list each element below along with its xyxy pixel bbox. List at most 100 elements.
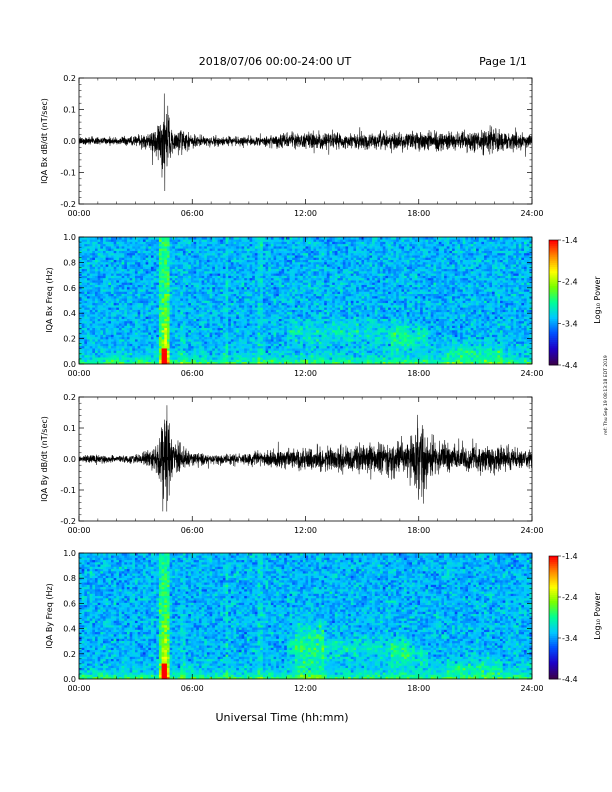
spectrogram-cell	[86, 252, 90, 256]
spectrogram-cell	[116, 298, 120, 301]
spectrogram-cell	[249, 345, 253, 349]
spectrogram-cell	[132, 307, 136, 310]
spectrogram-cell	[222, 295, 226, 299]
spectrogram-cell	[265, 343, 269, 347]
spectrogram-cell	[286, 291, 290, 294]
spectrogram-cell	[233, 250, 237, 254]
spectrogram-cell	[310, 359, 314, 363]
spectrogram-cell	[148, 275, 152, 279]
spectrogram-cell	[305, 309, 309, 313]
spectrogram-cell	[100, 343, 104, 347]
spectrogram-cell	[246, 320, 250, 324]
spectrogram-cell	[273, 261, 277, 265]
spectrogram-cell	[286, 345, 290, 349]
spectrogram-cell	[124, 286, 128, 290]
spectrogram-cell	[89, 343, 93, 347]
spectrogram-cell	[108, 334, 112, 338]
spectrogram-cell	[129, 341, 133, 344]
spectrogram-cell	[217, 241, 221, 245]
spectrogram-cell	[161, 311, 165, 315]
spectrogram-cell	[193, 237, 197, 240]
spectrogram-cell	[249, 320, 253, 324]
spectrogram-cell	[156, 252, 160, 256]
spectrogram-cell	[142, 275, 146, 279]
spectrogram-cell	[118, 243, 122, 247]
spectrogram-cell	[220, 295, 224, 299]
spectrogram-cell	[84, 252, 88, 256]
spectrogram-cell	[169, 320, 173, 324]
spectrogram-cell	[124, 291, 128, 294]
spectrogram-cell	[270, 316, 274, 319]
spectrogram-cell	[249, 350, 253, 353]
spectrogram-cell	[188, 286, 192, 290]
spectrogram-cell	[84, 295, 88, 299]
spectrogram-cell	[204, 357, 208, 360]
spectrogram-cell	[124, 255, 128, 258]
spectrogram-cell	[292, 289, 296, 292]
spectrogram-cell	[105, 241, 109, 245]
spectrogram-cell	[129, 248, 133, 251]
spectrogram-cell	[204, 248, 208, 251]
spectrogram-cell	[108, 291, 112, 294]
spectrogram-cell	[126, 357, 130, 360]
spectrogram-cell	[137, 277, 141, 281]
spectrogram-cell	[177, 255, 181, 258]
spectrogram-cell	[278, 354, 282, 358]
spectrogram-cell	[158, 350, 162, 353]
spectrogram-cell	[252, 250, 256, 254]
spectrogram-cell	[289, 348, 293, 351]
spectrogram-cell	[217, 273, 221, 276]
spectrogram-cell	[236, 280, 240, 283]
spectrogram-cell	[246, 268, 250, 272]
spectrogram-cell	[217, 307, 221, 310]
spectrogram-cell	[260, 286, 264, 290]
spectrogram-cell	[118, 259, 122, 263]
spectrogram-cell	[86, 291, 90, 294]
spectrogram-cell	[118, 318, 122, 322]
spectrogram-cell	[220, 266, 224, 270]
spectrogram-cell	[252, 329, 256, 333]
spectrogram-cell	[209, 332, 213, 335]
spectrogram-cell	[281, 332, 285, 335]
spectrogram-cell	[137, 289, 141, 292]
spectrogram-cell	[278, 332, 282, 335]
spectrogram-cell	[100, 271, 104, 274]
spectrogram-cell	[284, 257, 288, 260]
spectrogram-cell	[79, 345, 82, 349]
spectrogram-cell	[308, 255, 312, 258]
spectrogram-cell	[302, 327, 306, 331]
spectrogram-cell	[140, 329, 144, 333]
spectrogram-cell	[209, 264, 213, 267]
spectrogram-cell	[188, 293, 192, 297]
spectrogram-cell	[132, 237, 136, 240]
spectrogram-cell	[201, 339, 205, 342]
spectrogram-cell	[268, 273, 272, 276]
spectrogram-cell	[246, 280, 250, 283]
spectrogram-cell	[142, 286, 146, 290]
spectrogram-cell	[153, 237, 157, 240]
spectrogram-cell	[121, 286, 125, 290]
spectrogram-cell	[79, 286, 82, 290]
spectrogram-cell	[140, 305, 144, 308]
spectrogram-cell	[118, 275, 122, 279]
spectrogram-cell	[126, 241, 130, 245]
spectrogram-cell	[233, 327, 237, 331]
spectrogram-cell	[294, 298, 298, 301]
spectrogram-cell	[201, 293, 205, 297]
spectrogram-cell	[161, 255, 165, 258]
spectrogram-cell	[108, 289, 112, 292]
spectrogram-cell	[241, 302, 245, 306]
spectrogram-cell	[201, 318, 205, 322]
spectrogram-cell	[268, 361, 272, 365]
spectrogram-cell	[214, 309, 218, 313]
spectrogram-cell	[172, 289, 176, 292]
spectrogram-cell	[246, 284, 250, 288]
spectrogram-cell	[94, 250, 98, 254]
spectrogram-cell	[161, 286, 165, 290]
spectrogram-cell	[193, 295, 197, 299]
spectrogram-cell	[150, 298, 154, 301]
spectrogram-cell	[246, 343, 250, 347]
spectrogram-cell	[265, 268, 269, 272]
spectrogram-cell	[190, 323, 194, 326]
spectrogram-cell	[222, 248, 226, 251]
